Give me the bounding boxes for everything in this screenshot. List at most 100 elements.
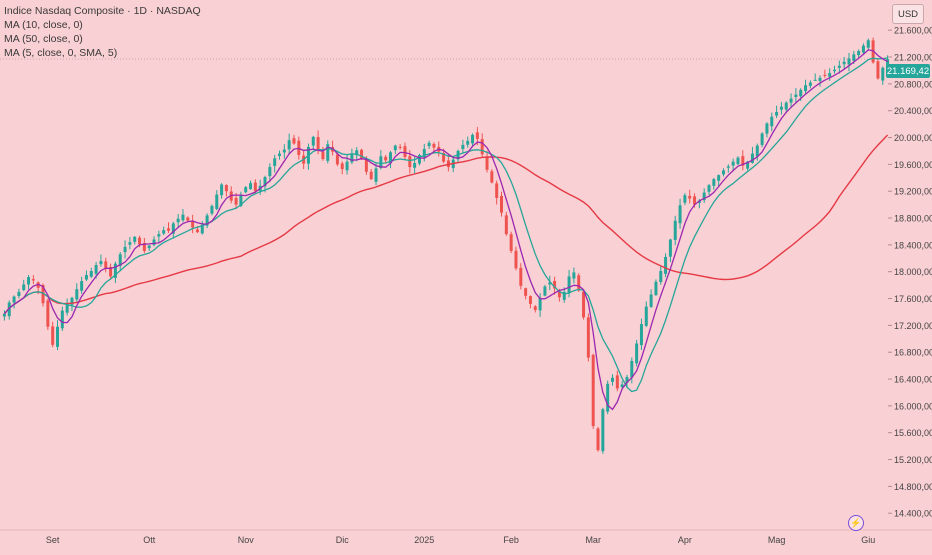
candle-body <box>398 146 402 148</box>
ma50-line <box>3 134 889 315</box>
candle-body <box>635 343 639 364</box>
candle-body <box>818 77 822 81</box>
candle-body <box>519 267 523 286</box>
candle-body <box>833 69 836 72</box>
candle-body <box>562 291 566 300</box>
candle-body <box>176 218 180 223</box>
candle-body <box>779 106 783 110</box>
candle-body <box>408 156 412 168</box>
candle-body <box>591 354 595 427</box>
y-tick-label: 19.200,00 <box>894 187 932 197</box>
candle-body <box>345 161 349 171</box>
candle-body <box>432 143 436 148</box>
candle-body <box>389 152 392 164</box>
candle-body <box>200 224 204 234</box>
candle-body <box>379 156 383 169</box>
candle-body <box>215 194 219 209</box>
candle-body <box>369 171 373 180</box>
y-tick-label: 16.000,00 <box>894 401 932 411</box>
y-tick-label: 20.800,00 <box>894 79 932 89</box>
candle-body <box>649 294 653 307</box>
candle-body <box>736 157 740 165</box>
candle-body <box>886 59 890 69</box>
x-tick-label: Set <box>46 535 60 545</box>
candle-body <box>442 152 446 162</box>
candle-body <box>167 228 170 231</box>
candle-body <box>804 85 808 92</box>
candle-body <box>693 196 697 205</box>
candle-body <box>586 317 590 358</box>
candle-body <box>393 145 397 151</box>
candle-body <box>17 291 21 296</box>
x-tick-label: 2025 <box>414 535 434 545</box>
candle-body <box>731 161 735 166</box>
candle-body <box>852 54 856 61</box>
candle-body <box>789 98 793 103</box>
candle-body <box>162 230 166 234</box>
candle-body <box>239 194 243 207</box>
x-tick-label: Mag <box>768 535 786 545</box>
y-tick-label: 21.600,00 <box>894 26 932 36</box>
ma10-line <box>3 57 888 393</box>
candle-body <box>152 239 156 246</box>
candle-body <box>417 154 421 164</box>
candle-body <box>27 277 31 285</box>
y-tick-label: 18.800,00 <box>894 214 932 224</box>
candle-body <box>181 214 185 221</box>
legend-ma50[interactable]: MA (50, close, 0) <box>4 33 83 45</box>
candle-body <box>620 384 624 387</box>
candle-body <box>799 89 803 97</box>
candle-body <box>234 197 238 205</box>
candle-body <box>514 250 518 269</box>
y-tick-label: 14.800,00 <box>894 482 932 492</box>
candle-body <box>244 187 248 193</box>
candle-body <box>326 144 330 161</box>
price-axis <box>888 0 932 550</box>
candle-body <box>475 132 479 139</box>
candle-body <box>186 217 190 221</box>
candle-body <box>668 239 672 257</box>
candle-body <box>413 163 417 168</box>
candle-body <box>142 243 146 251</box>
candle-body <box>765 123 769 134</box>
candle-body <box>673 220 677 240</box>
candle-body <box>22 284 26 291</box>
candle-body <box>118 254 122 266</box>
x-tick-label: Giu <box>861 535 875 545</box>
candle-body <box>316 137 320 150</box>
candle-body <box>760 133 764 145</box>
legend-ma5[interactable]: MA (5, close, 0, SMA, 5) <box>4 47 118 59</box>
chart-legend: Indice Nasdaq Composite · 1D · NASDAQ MA… <box>4 4 201 60</box>
y-tick-label: 21.200,00 <box>894 53 932 63</box>
candle-body <box>533 306 537 310</box>
candle-body <box>253 182 257 192</box>
candle-body <box>572 272 576 279</box>
candle-body <box>504 215 508 235</box>
lightning-icon[interactable]: ⚡ <box>848 515 864 531</box>
candle-body <box>278 153 281 156</box>
candle-body <box>755 145 759 157</box>
candle-body <box>813 79 817 81</box>
candle-body <box>427 142 431 147</box>
candle-body <box>220 184 224 196</box>
candle-body <box>321 151 325 159</box>
y-tick-label: 18.400,00 <box>894 240 932 250</box>
candle-body <box>784 102 788 110</box>
candle-body <box>746 161 750 169</box>
x-tick-label: Mar <box>585 535 601 545</box>
candle-body <box>480 139 484 155</box>
candle-body <box>582 291 586 318</box>
candle-body <box>70 297 74 305</box>
x-tick-label: Apr <box>678 535 692 545</box>
candle-body <box>113 263 117 278</box>
candle-body <box>292 138 296 144</box>
currency-button[interactable]: USD <box>892 4 924 24</box>
candle-body <box>210 205 214 214</box>
y-tick-label: 15.600,00 <box>894 428 932 438</box>
candle-body <box>41 284 45 304</box>
legend-ma10[interactable]: MA (10, close, 0) <box>4 19 83 31</box>
candle-body <box>109 266 113 277</box>
y-tick-label: 17.200,00 <box>894 321 932 331</box>
